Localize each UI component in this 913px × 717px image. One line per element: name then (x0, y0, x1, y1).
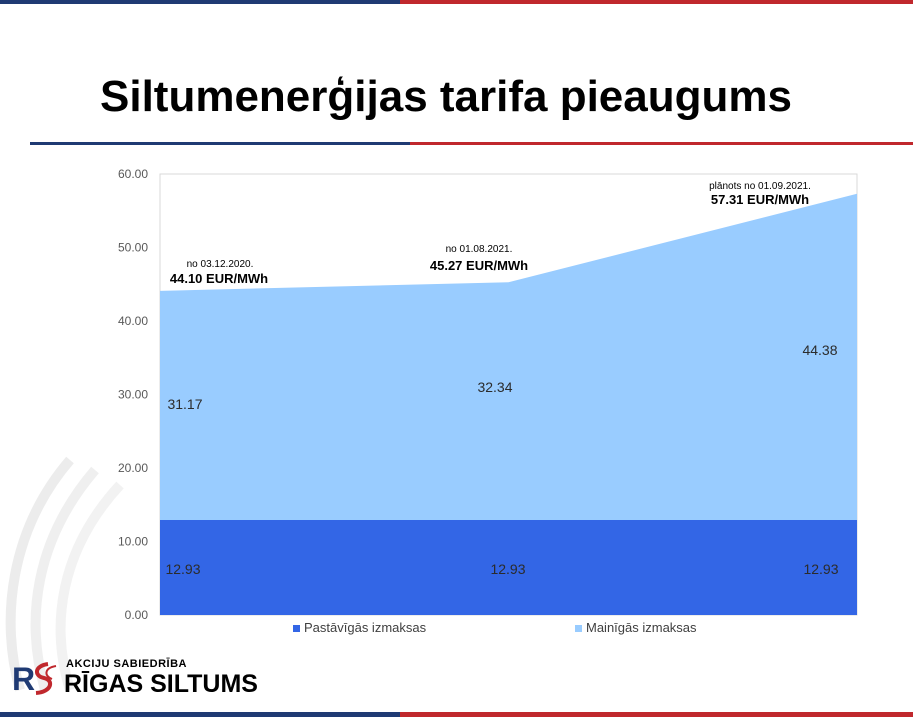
background-swoosh (5, 456, 124, 692)
legend-swatch-fixed (293, 625, 300, 632)
bottom-stripe-red (400, 712, 913, 717)
annotation-date: plānots no 01.09.2021. (709, 181, 811, 192)
annotation-date: no 03.12.2020. (187, 259, 254, 270)
y-tick-label: 20.00 (118, 461, 148, 475)
area-series-2 (160, 193, 857, 520)
data-label-fixed: 12.93 (803, 561, 838, 577)
y-tick-label: 0.00 (125, 608, 149, 622)
y-tick-label: 30.00 (118, 388, 148, 402)
title-divider-red (410, 142, 913, 145)
rs-logo-icon: R (12, 661, 57, 696)
legend-label-variable: Mainīgās izmaksas (586, 620, 697, 635)
y-tick-label: 50.00 (118, 241, 148, 255)
title-divider-blue (30, 142, 410, 145)
annotation-tariff: 57.31 EUR/MWh (711, 192, 809, 207)
legend-swatch-variable (575, 625, 582, 632)
annotation-tariff: 44.10 EUR/MWh (170, 271, 268, 286)
area-series-1 (160, 519, 857, 615)
legend-label-fixed: Pastāvīgās izmaksas (304, 620, 427, 635)
y-tick-label: 10.00 (118, 535, 148, 549)
data-label-variable: 31.17 (167, 396, 202, 412)
annotation-date: no 01.08.2021. (446, 244, 513, 255)
page-title: Siltumenerģijas tarifa pieaugums (100, 72, 792, 121)
data-label-variable: 44.38 (802, 342, 837, 358)
annotation-tariff: 45.27 EUR/MWh (430, 258, 528, 273)
y-tick-label: 40.00 (118, 314, 148, 328)
data-label-fixed: 12.93 (490, 561, 525, 577)
svg-text:R: R (12, 661, 35, 696)
top-stripe-blue (0, 0, 400, 4)
bottom-stripe-blue (0, 712, 400, 717)
data-label-fixed: 12.93 (165, 561, 200, 577)
logo-company-name: RĪGAS SILTUMS (64, 670, 258, 698)
logo-company-type: AKCIJU SABIEDRĪBA (66, 658, 187, 670)
top-stripe-red (400, 0, 913, 4)
data-label-variable: 32.34 (477, 379, 512, 395)
y-tick-label: 60.00 (118, 167, 148, 181)
company-logo: R AKCIJU SABIEDRĪBA RĪGAS SILTUMS (12, 656, 292, 702)
